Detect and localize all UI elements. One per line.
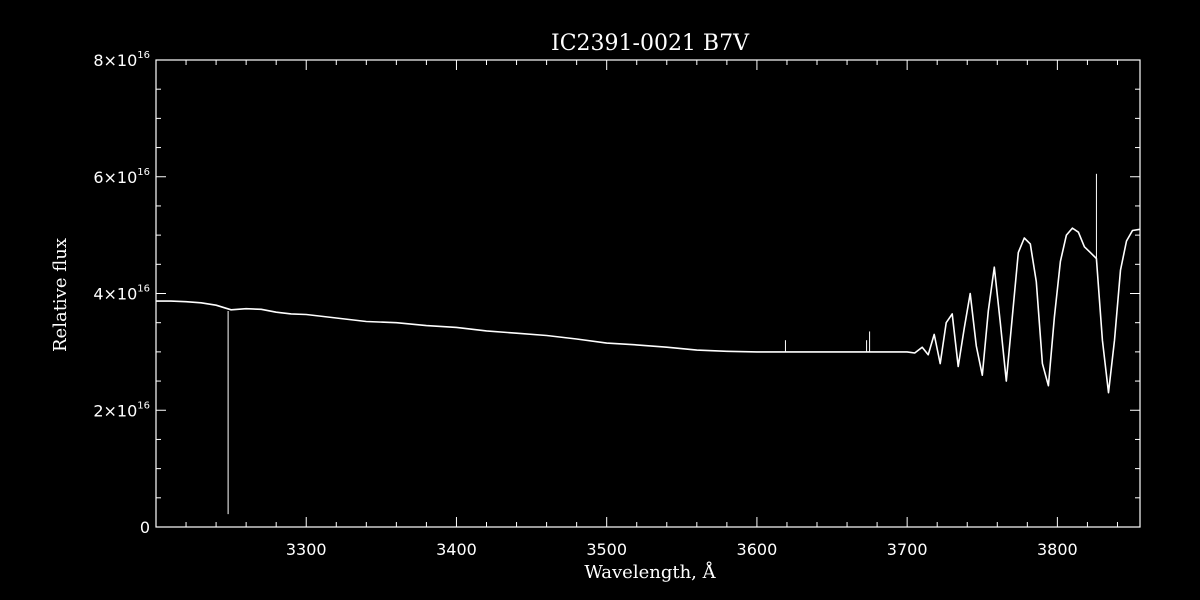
x-tick-label: 3500 — [586, 540, 627, 559]
spectrum-line — [156, 227, 1141, 394]
y-tick-label: 8×1016 — [93, 50, 150, 70]
y-tick-label: 4×1016 — [93, 284, 150, 304]
x-tick-label: 3400 — [436, 540, 477, 559]
x-axis-label: Wavelength, Å — [584, 561, 716, 583]
x-tick-label: 3600 — [737, 540, 778, 559]
chart-marks: 3300 3400 3500 3600 3700 3800 0 2×1016 4×1016 6×1… — [93, 50, 1141, 559]
x-tick-label: 3700 — [887, 540, 928, 559]
x-tick-label: 3300 — [286, 540, 327, 559]
chart-title: IC2391-0021 B7V — [551, 31, 750, 56]
y-tick-label: 2×1016 — [93, 400, 150, 420]
y-axis-label: Relative flux — [50, 238, 71, 352]
y-tick-label: 0 — [140, 518, 150, 537]
x-tick-label: 3800 — [1037, 540, 1078, 559]
y-tick-label: 6×1016 — [93, 167, 150, 187]
